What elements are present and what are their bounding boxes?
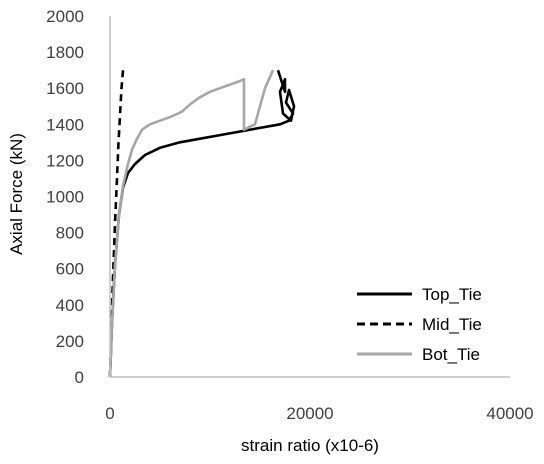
y-tick-label: 1600 bbox=[46, 79, 84, 98]
series-line-top-tie bbox=[108, 69, 296, 378]
series-line-mid-tie bbox=[108, 70, 125, 378]
x-axis-title: strain ratio (x10-6) bbox=[241, 436, 379, 455]
x-tick-label: 20000 bbox=[286, 404, 333, 423]
y-tick-label: 400 bbox=[56, 296, 84, 315]
y-axis-title: Axial Force (kN) bbox=[7, 133, 26, 255]
plot-lines bbox=[108, 69, 296, 378]
y-tick-label: 600 bbox=[56, 260, 84, 279]
legend-label-bot-tie: Bot_Tie bbox=[422, 345, 480, 364]
y-tick-labels: 0 200 400 600 800 1000 1200 1400 1600 1800 2000 bbox=[46, 7, 84, 387]
x-tick-label: 0 bbox=[105, 404, 114, 423]
y-tick-label: 2000 bbox=[46, 7, 84, 26]
y-tick-label: 200 bbox=[56, 332, 84, 351]
x-tick-label: 40000 bbox=[486, 404, 533, 423]
y-tick-label: 1200 bbox=[46, 151, 84, 170]
legend-label-mid-tie: Mid_Tie bbox=[422, 315, 482, 334]
y-tick-label: 1800 bbox=[46, 43, 84, 62]
series-line-bot-tie bbox=[108, 69, 275, 378]
x-tick-labels: 0 20000 40000 bbox=[105, 404, 533, 423]
legend-label-top-tie: Top_Tie bbox=[422, 285, 482, 304]
y-tick-label: 0 bbox=[75, 368, 84, 387]
y-tick-label: 1400 bbox=[46, 115, 84, 134]
legend: Top_Tie Mid_Tie Bot_Tie bbox=[357, 285, 482, 364]
y-tick-label: 800 bbox=[56, 224, 84, 243]
y-tick-label: 1000 bbox=[46, 188, 84, 207]
